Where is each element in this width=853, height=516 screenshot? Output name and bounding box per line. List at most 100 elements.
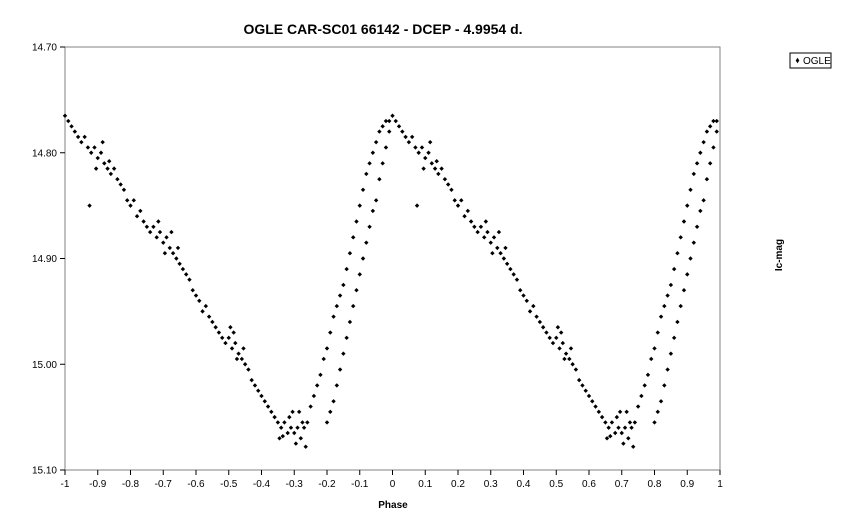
data-point (593, 404, 598, 409)
data-point (249, 377, 254, 383)
data-point (226, 335, 231, 341)
data-point (508, 266, 513, 272)
data-point (540, 325, 546, 330)
data-point (655, 330, 660, 335)
data-point (449, 187, 454, 192)
data-point (503, 245, 508, 251)
x-tick-label: 0.1 (418, 479, 432, 490)
data-point (414, 203, 420, 208)
data-point (141, 219, 146, 224)
axes: -1 -0.9 -0.8 -0.7 -0.6 -0.5 -0.4 -0.3 -0.2 -0.1 0 0… (32, 43, 723, 491)
data-point (707, 161, 713, 166)
data-point (164, 235, 169, 240)
data-point (220, 335, 225, 341)
data-point (118, 182, 123, 187)
data-point (147, 229, 153, 235)
data-point (488, 240, 493, 245)
data-point (485, 229, 490, 235)
data-point (89, 150, 94, 155)
x-tick-label: -1 (61, 479, 70, 490)
data-point (246, 367, 251, 372)
data-point (334, 303, 340, 309)
data-point (701, 139, 706, 145)
data-point (421, 166, 426, 171)
y-tick-label: 14.90 (32, 254, 57, 265)
data-point (351, 235, 356, 240)
data-point (427, 139, 433, 145)
data-point (685, 203, 690, 208)
data-point (354, 219, 359, 224)
data-point (583, 388, 588, 393)
data-point (269, 409, 274, 415)
data-point (678, 235, 683, 240)
data-point (324, 420, 330, 425)
x-tick-label: -0.1 (351, 479, 369, 490)
data-point (233, 340, 238, 346)
data-point (300, 420, 305, 425)
data-point (380, 124, 385, 129)
data-point (380, 161, 385, 166)
data-point (62, 113, 68, 118)
data-point (105, 166, 110, 171)
data-point (72, 129, 78, 134)
data-point (216, 330, 222, 335)
data-point (344, 266, 349, 272)
data-point (288, 425, 294, 430)
data-point (393, 118, 398, 124)
data-point (167, 245, 172, 251)
data-point (285, 430, 290, 436)
x-tick-label: -0.7 (155, 479, 173, 490)
data-point (400, 129, 405, 134)
data-point (282, 420, 287, 425)
data-point (344, 335, 349, 341)
data-point (609, 420, 615, 425)
data-point (265, 404, 271, 409)
y-tick-label: 15.10 (32, 466, 57, 477)
data-point (277, 436, 282, 441)
data-point (496, 229, 502, 235)
data-point (436, 171, 441, 177)
data-point (93, 166, 99, 171)
data-point (252, 383, 258, 388)
data-point (675, 319, 680, 325)
data-point (573, 367, 579, 372)
data-point (558, 330, 564, 335)
data-point (432, 166, 438, 171)
y-tick-label: 14.70 (32, 43, 57, 54)
data-point (639, 393, 644, 399)
data-point (570, 362, 575, 367)
data-point (711, 145, 716, 150)
data-point (442, 176, 448, 182)
data-point (190, 288, 195, 293)
data-point (617, 409, 623, 415)
data-point (170, 251, 176, 256)
data-point (210, 319, 215, 325)
data-point (280, 433, 285, 439)
x-tick-label: 0 (390, 479, 396, 490)
data-point (455, 203, 461, 208)
data-point (675, 251, 680, 256)
data-point (459, 198, 464, 203)
data-point (354, 288, 359, 293)
x-tick-label: 0.8 (648, 479, 662, 490)
data-point (514, 277, 520, 282)
data-point (596, 409, 602, 415)
data-point (373, 139, 379, 145)
data-point (347, 319, 353, 325)
data-point (652, 420, 657, 425)
data-point (518, 288, 523, 293)
data-point (688, 187, 693, 192)
data-point (174, 256, 179, 261)
x-tick-label: 0.7 (615, 479, 629, 490)
y-tick-label: 15.00 (32, 360, 57, 371)
data-point (701, 198, 706, 203)
data-point (707, 124, 713, 129)
data-point (547, 335, 552, 341)
data-point (390, 113, 395, 118)
data-point (161, 240, 166, 245)
data-point (619, 430, 624, 436)
data-point (629, 425, 634, 430)
data-point (357, 272, 362, 277)
legend-marker (795, 57, 800, 64)
data-point (409, 134, 415, 140)
